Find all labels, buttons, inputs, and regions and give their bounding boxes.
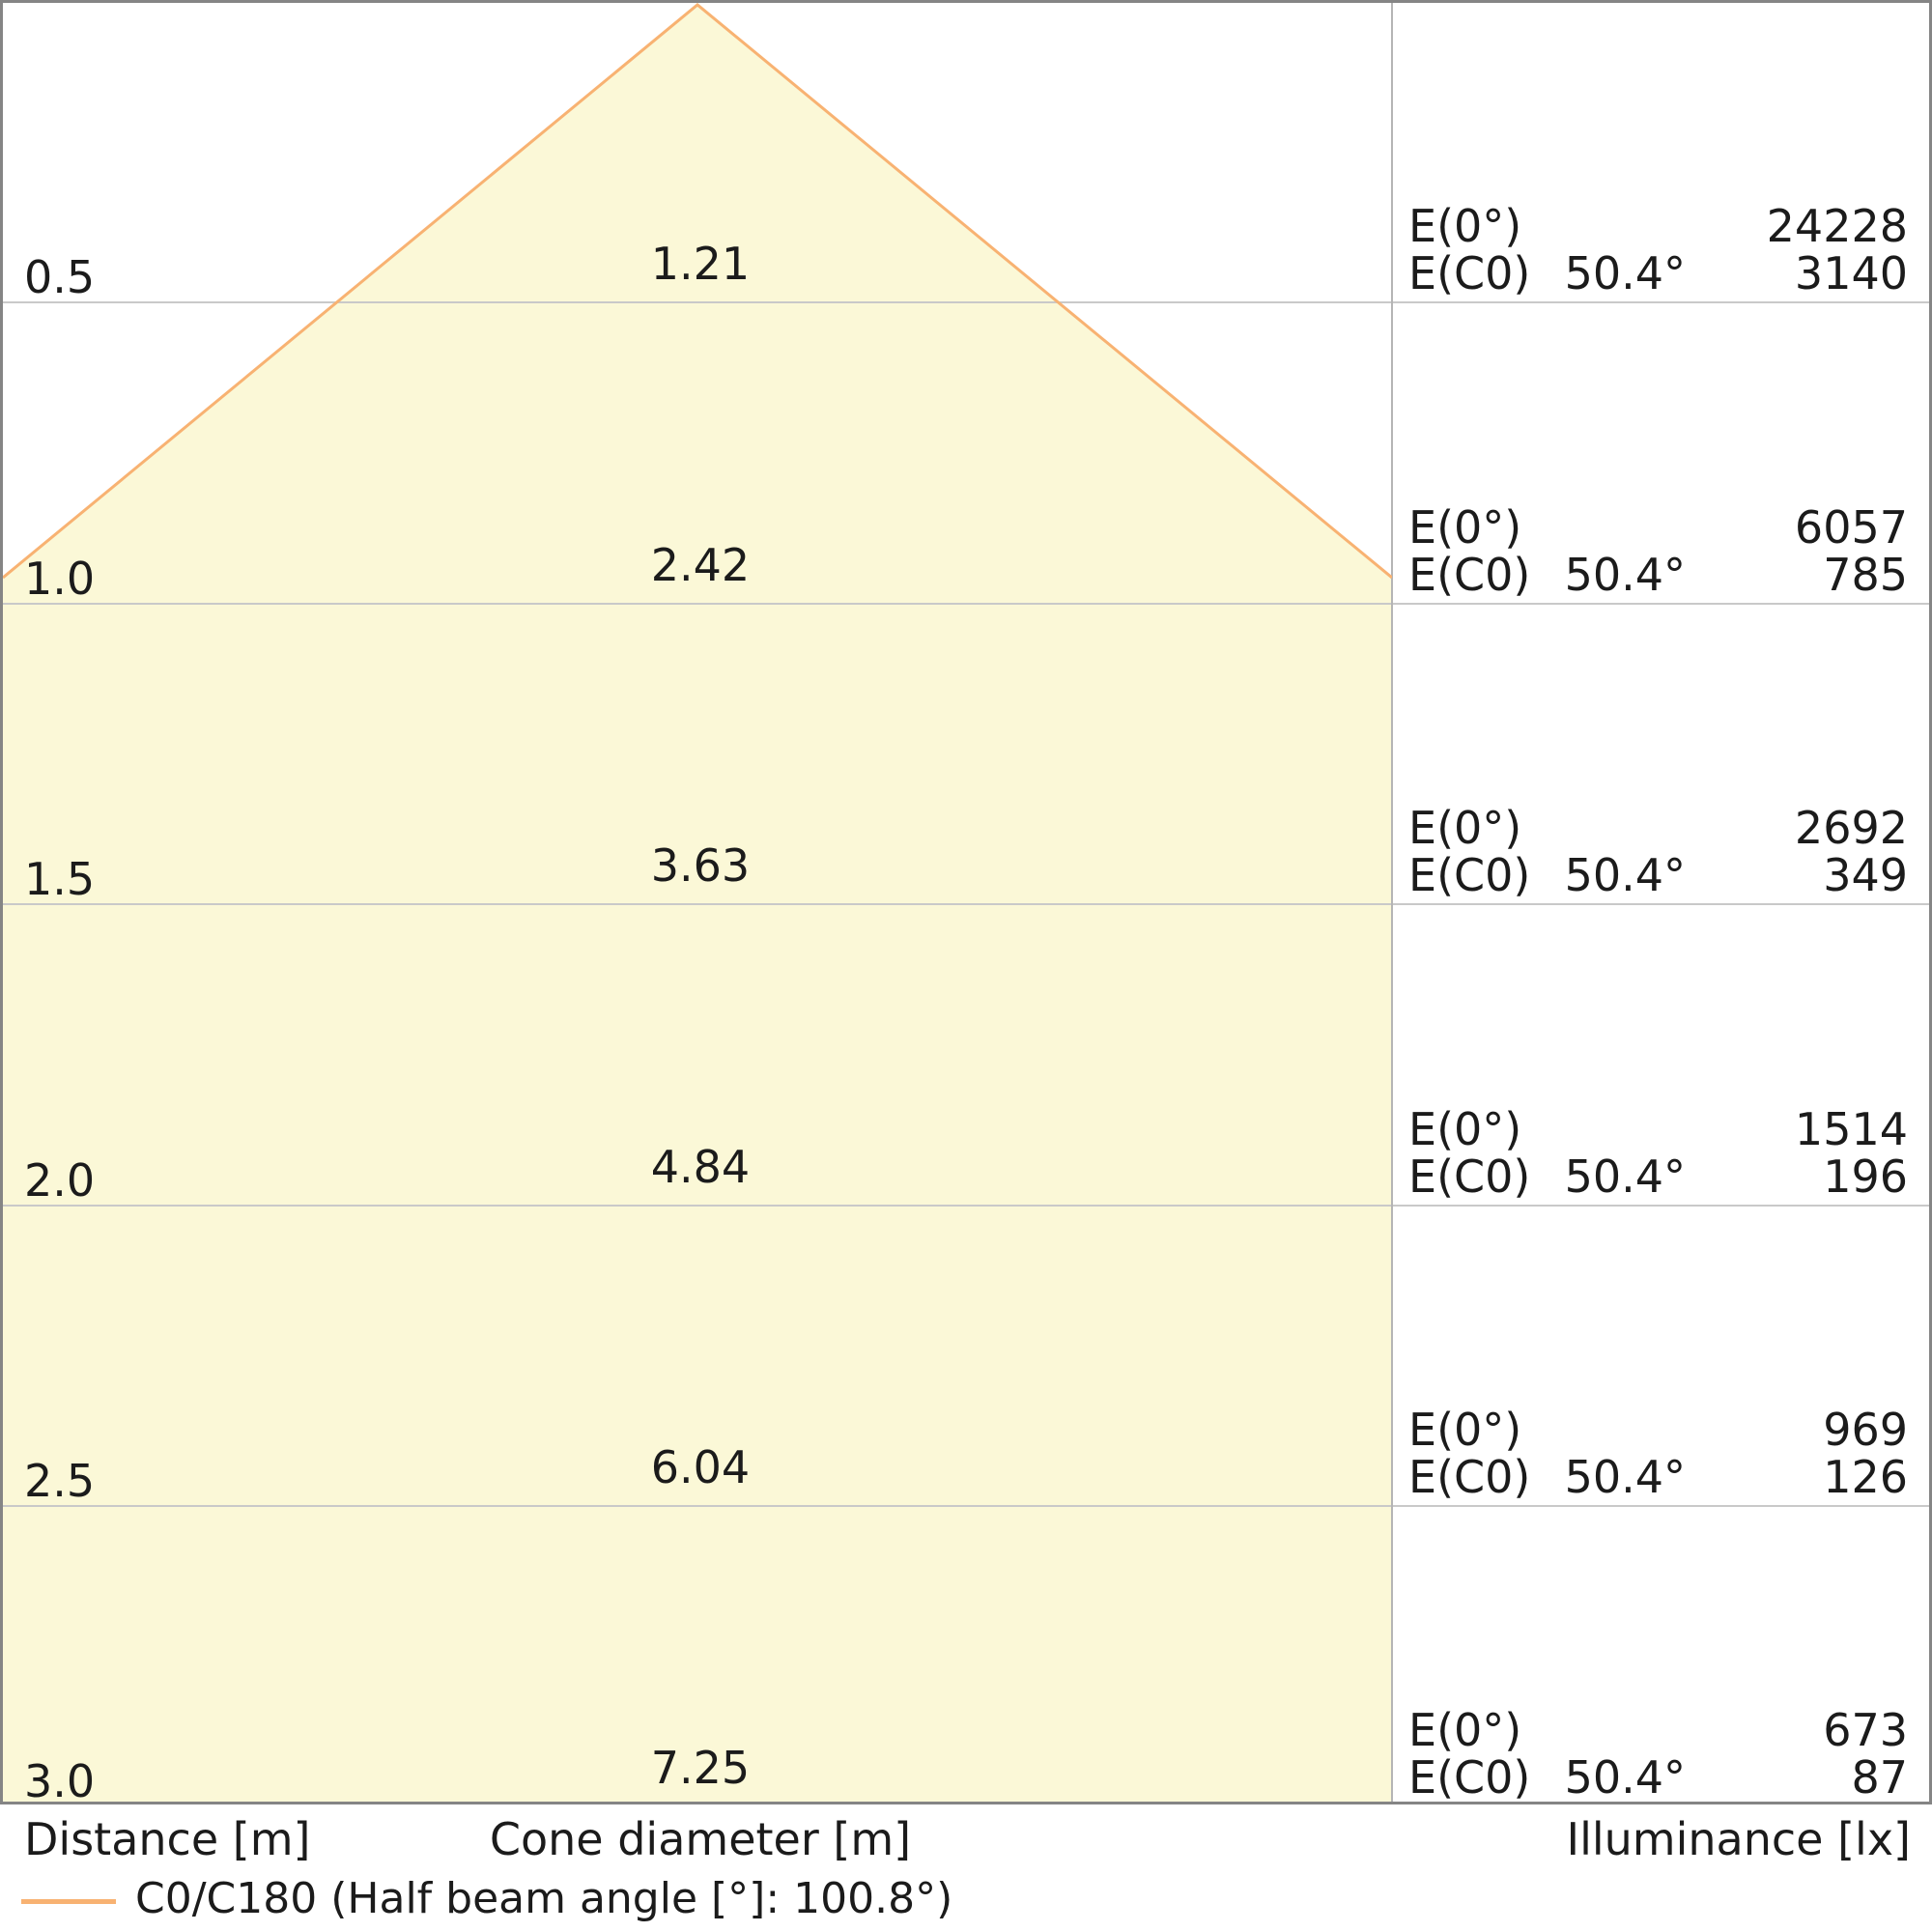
distance-label: 1.0	[24, 553, 96, 605]
ec0-label: E(C0)	[1408, 1151, 1531, 1203]
gridline	[3, 301, 1929, 303]
cone-diameter-value: 6.04	[650, 1441, 751, 1493]
cone-diagram-chart: 0.5 1.21 E(0°) 24228 E(C0) 50.4° 3140 1.…	[0, 0, 1932, 1807]
e0-label: E(0°)	[1408, 1404, 1522, 1456]
cone-diameter-value: 1.21	[650, 238, 751, 290]
ec0-value: 87	[1851, 1751, 1908, 1804]
ec0-label: E(C0)	[1408, 849, 1531, 901]
e0-value: 673	[1823, 1704, 1908, 1756]
beam-angle-value: 50.4°	[1564, 1451, 1686, 1503]
ec0-value: 785	[1823, 549, 1908, 601]
ec0-value: 349	[1823, 849, 1908, 901]
e0-value: 2692	[1794, 802, 1908, 854]
distance-label: 3.0	[24, 1755, 96, 1807]
ec0-label: E(C0)	[1408, 247, 1531, 299]
ec0-label: E(C0)	[1408, 549, 1531, 601]
cone-diameter-value: 3.63	[650, 839, 751, 892]
illuminance-row: E(0°) 969 E(C0) 50.4° 126	[1391, 1406, 1929, 1501]
x-axis-label-illuminance: Illuminance [lx]	[1566, 1813, 1911, 1865]
illuminance-row: E(0°) 24228 E(C0) 50.4° 3140	[1391, 203, 1929, 298]
illuminance-row: E(0°) 2692 E(C0) 50.4° 349	[1391, 805, 1929, 899]
ec0-value: 3140	[1794, 247, 1908, 299]
ec0-value: 196	[1823, 1151, 1908, 1203]
distance-label: 2.0	[24, 1154, 96, 1207]
distance-label: 0.5	[24, 251, 96, 303]
ec0-value: 126	[1823, 1451, 1908, 1503]
ec0-label: E(C0)	[1408, 1451, 1531, 1503]
gridline	[3, 603, 1929, 605]
legend-label: C0/C180 (Half beam angle [°]: 100.8°)	[135, 1874, 953, 1923]
x-axis-label-distance: Distance [m]	[24, 1813, 311, 1865]
distance-label: 1.5	[24, 853, 96, 905]
legend-line-swatch	[21, 1899, 116, 1904]
e0-label: E(0°)	[1408, 200, 1522, 252]
distance-label: 2.5	[24, 1455, 96, 1507]
cone-edge-line	[3, 3, 1392, 580]
e0-value: 6057	[1794, 501, 1908, 554]
cone-diameter-value: 7.25	[650, 1742, 751, 1794]
illuminance-row: E(0°) 1514 E(C0) 50.4° 196	[1391, 1106, 1929, 1201]
e0-value: 1514	[1794, 1103, 1908, 1155]
ec0-label: E(C0)	[1408, 1751, 1531, 1804]
e0-value: 969	[1823, 1404, 1908, 1456]
panel-divider	[1391, 3, 1393, 1802]
cone-diameter-value: 2.42	[650, 539, 751, 591]
gridline	[3, 903, 1929, 905]
cone-fill-shape	[3, 3, 1392, 1802]
gridline	[3, 1505, 1929, 1507]
e0-label: E(0°)	[1408, 1704, 1522, 1756]
e0-label: E(0°)	[1408, 802, 1522, 854]
beam-angle-value: 50.4°	[1564, 247, 1686, 299]
beam-angle-value: 50.4°	[1564, 849, 1686, 901]
e0-value: 24228	[1766, 200, 1908, 252]
beam-angle-value: 50.4°	[1564, 549, 1686, 601]
illuminance-row: E(0°) 6057 E(C0) 50.4° 785	[1391, 504, 1929, 599]
e0-label: E(0°)	[1408, 1103, 1522, 1155]
x-axis-label-cone-diameter: Cone diameter [m]	[489, 1813, 912, 1865]
cone-diameter-value: 4.84	[650, 1141, 751, 1193]
illuminance-row: E(0°) 673 E(C0) 50.4° 87	[1391, 1707, 1929, 1802]
gridline	[3, 1205, 1929, 1207]
beam-angle-value: 50.4°	[1564, 1751, 1686, 1804]
e0-label: E(0°)	[1408, 501, 1522, 554]
beam-angle-value: 50.4°	[1564, 1151, 1686, 1203]
